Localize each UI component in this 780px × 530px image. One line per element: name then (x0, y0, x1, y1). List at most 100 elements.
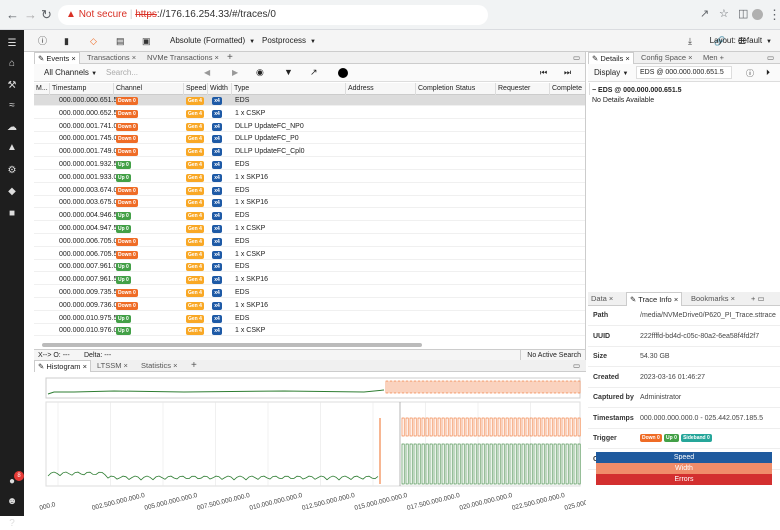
column-header[interactable]: Type (232, 83, 346, 95)
column-header[interactable]: Requester (496, 83, 550, 95)
table-row[interactable]: 000.000.009.735.5 Down 0 Gen 4 x4 EDS (34, 287, 585, 299)
tab-trace-info[interactable]: ✎ Trace Info × (626, 292, 683, 306)
details-target-field[interactable]: EDS @ 000.000.000.651.5 (636, 66, 732, 79)
wrench-icon[interactable]: ⚒ (7, 80, 17, 91)
type-cell: 1 x CSKP (235, 250, 266, 258)
folder-icon[interactable]: ■ (8, 208, 16, 219)
column-header[interactable]: Width (208, 83, 232, 95)
table-row[interactable]: 000.000.003.675.0 Down 0 Gen 4 x4 1 x SKP16 (34, 197, 585, 209)
marker-icon[interactable]: ◇ (90, 36, 97, 46)
table-row[interactable]: 000.000.003.674.0 Down 0 Gen 4 x4 EDS (34, 185, 585, 196)
user-icon[interactable]: ☻ (6, 496, 18, 507)
trash-icon[interactable]: ▤ (116, 36, 125, 46)
speed-cell: Gen 4 (186, 95, 204, 106)
table-row[interactable]: 000.000.006.705.5 Down 0 Gen 4 x4 1 x CSKP (34, 249, 585, 260)
add-tab-button[interactable]: + (227, 52, 233, 63)
maximize-icon[interactable]: ▭ (767, 53, 775, 62)
settings-icon[interactable]: ⚙ (7, 165, 17, 176)
channel-filter-select[interactable]: All Channels ▼ (44, 68, 97, 77)
reload-icon[interactable]: ↻ (41, 7, 52, 22)
table-row[interactable]: 000.000.009.736.0 Down 0 Gen 4 x4 1 x SKP16 (34, 300, 585, 311)
tab-ltssm[interactable]: LTSSM × (97, 361, 128, 370)
download-icon[interactable]: ⤓ (688, 36, 692, 46)
split-view-icon[interactable]: ◫ (738, 8, 749, 20)
record-icon[interactable] (338, 68, 348, 78)
width-badge: x4 (212, 212, 222, 221)
table-row[interactable]: 000.000.000.651.5 Down 0 Gen 4 x4 EDS (34, 95, 585, 107)
table-row[interactable]: 000.000.001.933.0 Up 0 Gen 4 x4 1 x SKP16 (34, 172, 585, 183)
export-icon[interactable]: ↗ (310, 67, 318, 77)
burst-lower (517, 443, 521, 485)
column-header[interactable]: Completion Status (416, 83, 496, 95)
burst-upper (449, 417, 453, 437)
table-row[interactable]: 000.000.007.961.5 Up 0 Gen 4 x4 1 x SKP16 (34, 274, 585, 286)
table-row[interactable]: 000.000.004.946.5 Up 0 Gen 4 x4 EDS (34, 210, 585, 222)
filter-icon[interactable]: ▼ (284, 67, 293, 77)
star-icon[interactable]: ☆ (719, 8, 729, 20)
table-row[interactable]: 000.000.006.705.0 Down 0 Gen 4 x4 EDS (34, 236, 585, 247)
table-row[interactable]: 000.000.001.749.0 Down 0 Gen 4 x4 DLLP Updat… (34, 146, 585, 158)
notifications-icon[interactable]: ● (8, 476, 16, 487)
search-input[interactable]: Search... (106, 68, 139, 77)
layout-select[interactable]: Layout: default ▼ (710, 34, 772, 48)
add-tab-button[interactable]: + (191, 360, 197, 371)
tab-memory[interactable]: Men + (703, 53, 725, 62)
save-icon[interactable]: ▣ (142, 36, 151, 46)
tab-config-space[interactable]: Config Space × (641, 53, 693, 62)
cloud-icon[interactable]: ☁ (7, 122, 17, 133)
display-select[interactable]: Display ▼ (594, 68, 628, 77)
tab-statistics[interactable]: Statistics × (141, 361, 178, 370)
maximize-icon[interactable]: ▭ (573, 53, 581, 62)
horizontal-scrollbar[interactable] (42, 343, 422, 347)
help-icon[interactable]: ? (9, 518, 15, 529)
table-row[interactable]: 000.000.010.976.0 Up 0 Gen 4 x4 1 x CSKP (34, 325, 585, 337)
menu-icon[interactable]: ☰ (7, 38, 17, 49)
column-header[interactable]: Channel (114, 83, 184, 95)
tab-events[interactable]: ✎ Events × (34, 52, 80, 64)
column-header[interactable]: Timestamp (50, 83, 114, 95)
table-row[interactable]: 000.000.007.961.0 Up 0 Gen 4 x4 EDS (34, 261, 585, 273)
histogram-chart[interactable]: 000.0 002.500.000.000.0005.000.000.000.00… (34, 372, 586, 516)
next-result-icon[interactable]: ▶ (232, 68, 239, 77)
scale-icon[interactable]: ◆ (8, 186, 16, 197)
browser-menu-icon[interactable]: ⋮ (768, 7, 780, 22)
postprocess-select[interactable]: Postprocess ▼ (262, 35, 316, 48)
pin-icon[interactable]: ⏵ (766, 68, 770, 77)
analytics-icon[interactable]: ≈ (9, 100, 15, 111)
back-icon[interactable]: ← (6, 7, 19, 22)
lab-icon[interactable]: ▲ (7, 142, 17, 153)
timestamp-format-select[interactable]: Absolute (Formatted) ▼ (170, 35, 255, 48)
table-row[interactable]: 000.000.001.741.0 Down 0 Gen 4 x4 DLLP Updat… (34, 121, 585, 132)
tab-details[interactable]: ✎ Details × (588, 52, 634, 64)
column-header[interactable]: Address (346, 83, 416, 95)
binoculars-icon[interactable]: ◉ (256, 67, 264, 77)
tab-histogram[interactable]: ✎ Histogram × (34, 360, 92, 372)
tab-nvme-transactions[interactable]: NVMe Transactions × (147, 53, 219, 62)
home-icon[interactable]: ⌂ (8, 58, 16, 69)
bookmark-icon[interactable]: ▮ (64, 36, 69, 46)
last-page-icon[interactable]: ⏭ (564, 68, 572, 77)
first-page-icon[interactable]: ⏮ (540, 68, 548, 77)
share-icon[interactable]: ↗ (700, 8, 710, 20)
profile-avatar[interactable] (752, 9, 763, 20)
column-header[interactable]: Complete (550, 83, 590, 95)
link-icon[interactable]: 🔗 (714, 36, 726, 46)
maximize-icon[interactable]: ▭ (573, 361, 581, 370)
table-row[interactable]: 000.000.004.947.5 Up 0 Gen 4 x4 1 x CSKP (34, 223, 585, 235)
prev-result-icon[interactable]: ◀ (204, 68, 211, 77)
tab-data[interactable]: Data × (591, 294, 614, 303)
help-icon[interactable]: ⓘ (746, 69, 754, 78)
address-bar[interactable]: ▲ Not secure | https://176.16.254.33/#/t… (58, 5, 488, 25)
table-row[interactable]: 000.000.001.932.5 Up 0 Gen 4 x4 EDS (34, 159, 585, 171)
table-row[interactable]: 000.000.000.652.5 Down 0 Gen 4 x4 1 x CSKP (34, 108, 585, 119)
column-header[interactable]: Speed (184, 83, 208, 95)
tab-bookmarks[interactable]: Bookmarks × (691, 294, 735, 303)
info-icon[interactable]: ⓘ (38, 36, 48, 46)
list-icon[interactable]: ☰ (738, 36, 747, 46)
tab-transactions[interactable]: Transactions × (87, 53, 137, 62)
table-row[interactable]: 000.000.001.745.0 Down 0 Gen 4 x4 DLLP Updat… (34, 133, 585, 145)
add-tab-button[interactable]: + ▭ (751, 294, 765, 303)
table-row[interactable]: 000.000.010.975.5 Up 0 Gen 4 x4 EDS (34, 313, 585, 324)
forward-icon[interactable]: → (24, 7, 37, 22)
column-header[interactable]: M... (34, 83, 50, 95)
